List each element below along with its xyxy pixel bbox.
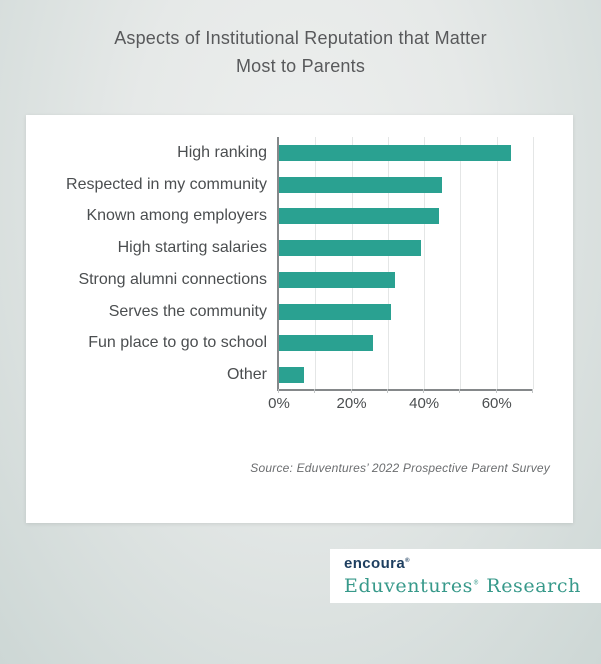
category-label: Fun place to go to school	[88, 334, 267, 352]
page-title-line1: Aspects of Institutional Reputation that…	[114, 28, 487, 48]
plot-area	[277, 137, 534, 393]
category-label: Serves the community	[108, 302, 267, 320]
bar	[279, 335, 374, 352]
x-tick-label: 0%	[268, 395, 290, 412]
category-label: Respected in my community	[66, 175, 267, 193]
chart-rows: High ranking Respected in my community Kno…	[26, 137, 533, 391]
eduventures-registered-mark: ®	[473, 579, 480, 587]
bar	[279, 176, 443, 193]
x-axis-tick	[278, 389, 279, 393]
x-axis-tick	[532, 389, 533, 393]
bar-chart: High ranking Respected in my community Kno…	[26, 137, 534, 412]
eduventures-research-wordmark: Eduventures® Research	[344, 573, 601, 599]
bar-track	[279, 264, 533, 296]
category-label: Known among employers	[86, 207, 267, 225]
page-title-line2: Most to Parents	[235, 56, 366, 76]
gridline	[351, 137, 353, 389]
x-axis-tick	[386, 389, 388, 393]
chart-row: Fun place to go to school	[26, 328, 533, 360]
gridline	[496, 137, 498, 389]
source-note: Source: Eduventures’ 2022 Prospective Pa…	[250, 461, 550, 475]
x-axis-labels: 0% 20% 40% 60%	[268, 395, 533, 415]
x-axis-tick	[350, 389, 352, 393]
gridline	[460, 137, 462, 389]
category-label: Other	[226, 366, 267, 384]
chart-card: High ranking Respected in my community Kno…	[26, 115, 573, 523]
bar-track	[279, 359, 533, 391]
chart-row: High ranking	[26, 137, 533, 169]
gridline	[387, 137, 389, 389]
gridline	[533, 137, 534, 389]
bar-track	[279, 201, 533, 233]
bar	[279, 208, 439, 225]
category-label: High ranking	[177, 143, 267, 161]
bar-track	[279, 328, 533, 360]
x-tick-label: 60%	[481, 395, 512, 412]
bar	[279, 240, 421, 257]
chart-row: Strong alumni connections	[26, 264, 533, 296]
x-tick-label: 40%	[409, 395, 440, 412]
logo: encoura® Eduventures® Research	[330, 549, 601, 603]
page-title: Aspects of Institutional Reputation that…	[0, 24, 601, 80]
x-axis-tick	[423, 389, 425, 393]
chart-row: Respected in my community	[26, 169, 533, 201]
chart-row: Other	[26, 359, 533, 391]
category-label: High starting salaries	[117, 239, 267, 257]
gridline	[424, 137, 426, 389]
category-label: Strong alumni connections	[78, 270, 267, 288]
bar	[279, 144, 512, 161]
bar-track	[279, 296, 533, 328]
encoura-wordmark: encoura®	[344, 556, 601, 572]
bar	[279, 271, 396, 288]
chart-row: Serves the community	[26, 296, 533, 328]
bar-track	[279, 169, 533, 201]
research-text: Research	[479, 575, 581, 597]
bar-track	[279, 232, 533, 264]
x-axis-tick	[459, 389, 461, 393]
chart-row: High starting salaries	[26, 232, 533, 264]
encoura-registered-mark: ®	[405, 558, 410, 564]
x-axis-tick	[314, 389, 316, 393]
bar	[279, 303, 392, 320]
eduventures-text: Eduventures	[344, 575, 474, 597]
bar	[279, 367, 305, 384]
x-axis-tick	[495, 389, 497, 393]
encoura-brand-text: encoura	[344, 555, 406, 572]
chart-row: Known among employers	[26, 201, 533, 233]
bar-track	[279, 137, 533, 169]
gridline	[315, 137, 317, 389]
x-tick-label: 20%	[336, 395, 367, 412]
